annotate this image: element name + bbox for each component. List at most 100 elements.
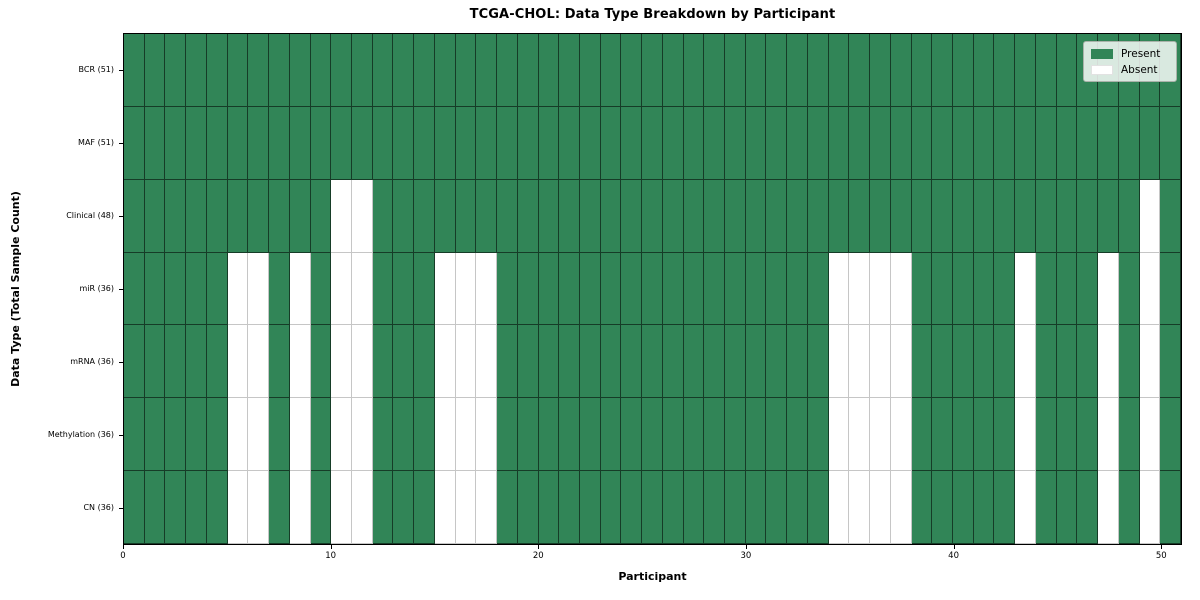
heatmap-cell xyxy=(579,179,601,253)
heatmap-cell xyxy=(600,179,622,253)
y-tick-mark xyxy=(119,362,123,364)
heatmap-cell xyxy=(579,252,601,326)
heatmap-cell xyxy=(787,252,808,326)
heatmap-cell xyxy=(434,252,456,326)
heatmap-cell xyxy=(497,252,518,326)
heatmap-cell xyxy=(372,106,394,180)
heatmap-cell xyxy=(1056,34,1078,107)
heatmap-cell xyxy=(227,179,249,253)
heatmap-cell xyxy=(124,252,145,326)
heatmap-cell xyxy=(787,106,808,180)
heatmap-cell xyxy=(994,179,1016,253)
heatmap-cell xyxy=(828,179,850,253)
heatmap-cell xyxy=(1015,106,1036,180)
heatmap-cell xyxy=(372,398,394,472)
heatmap-cell xyxy=(683,471,705,544)
heatmap-cell xyxy=(973,34,995,107)
heatmap-cell xyxy=(600,252,622,326)
heatmap-cell xyxy=(849,252,871,326)
heatmap-cell xyxy=(828,471,850,544)
heatmap-cell xyxy=(165,471,187,544)
heatmap-cell xyxy=(662,398,684,472)
heatmap-cell xyxy=(621,106,643,180)
heatmap-cell xyxy=(745,252,767,326)
heatmap-cell xyxy=(310,398,332,472)
heatmap-cell xyxy=(642,252,663,326)
x-tick-label: 50 xyxy=(1155,551,1167,561)
heatmap-cell xyxy=(186,34,207,107)
heatmap-cell xyxy=(414,471,435,544)
heatmap-cell xyxy=(621,471,643,544)
heatmap-cell xyxy=(1118,106,1140,180)
heatmap-cell xyxy=(289,252,311,326)
heatmap-cell xyxy=(579,34,601,107)
heatmap-cell xyxy=(393,106,415,180)
heatmap-cell xyxy=(1160,106,1181,180)
heatmap-cell xyxy=(414,325,435,399)
heatmap-cell xyxy=(434,325,456,399)
heatmap-cell xyxy=(269,252,290,326)
y-tick-mark xyxy=(119,215,123,217)
heatmap-cell xyxy=(310,179,332,253)
legend-entry-absent: Absent xyxy=(1091,64,1176,76)
heatmap-cell xyxy=(559,106,580,180)
heatmap-cell xyxy=(517,34,539,107)
heatmap-cell xyxy=(372,471,394,544)
heatmap-cell xyxy=(455,106,477,180)
heatmap-cell xyxy=(1035,252,1057,326)
heatmap-cell xyxy=(704,106,726,180)
heatmap-cell xyxy=(393,34,415,107)
heatmap-cell xyxy=(1077,471,1099,544)
heatmap-cell xyxy=(683,398,705,472)
heatmap-cell xyxy=(497,471,518,544)
heatmap-cell xyxy=(683,179,705,253)
heatmap-cell xyxy=(849,471,871,544)
heatmap-cell xyxy=(248,106,270,180)
heatmap-cell xyxy=(559,34,580,107)
heatmap-cell xyxy=(455,471,477,544)
heatmap-cell xyxy=(559,325,580,399)
heatmap-cell xyxy=(994,471,1016,544)
heatmap-cell xyxy=(911,398,933,472)
legend-swatch-absent xyxy=(1091,64,1113,75)
heatmap-cell xyxy=(144,325,166,399)
heatmap-cell xyxy=(538,398,560,472)
heatmap-cell xyxy=(745,398,767,472)
x-tick-mark xyxy=(123,545,124,549)
heatmap-cell xyxy=(289,179,311,253)
legend: Present Absent xyxy=(1083,41,1177,82)
heatmap-cell xyxy=(725,34,746,107)
heatmap-cell xyxy=(476,471,498,544)
heatmap-cell xyxy=(517,398,539,472)
heatmap-cell xyxy=(953,179,974,253)
heatmap-cell xyxy=(766,471,788,544)
heatmap-cell xyxy=(289,34,311,107)
heatmap-cell xyxy=(351,179,373,253)
heatmap-cell xyxy=(559,471,580,544)
heatmap-cell xyxy=(725,252,746,326)
heatmap-cell xyxy=(165,106,187,180)
heatmap-cell xyxy=(994,34,1016,107)
heatmap-cell xyxy=(497,398,518,472)
heatmap-cell xyxy=(849,398,871,472)
heatmap-cell xyxy=(124,325,145,399)
heatmap-cell xyxy=(248,325,270,399)
heatmap-cell xyxy=(766,252,788,326)
heatmap-cell xyxy=(642,398,663,472)
heatmap-cell xyxy=(953,34,974,107)
heatmap-cell xyxy=(1077,398,1099,472)
heatmap-cell xyxy=(704,34,726,107)
heatmap-cell xyxy=(165,34,187,107)
heatmap-cell xyxy=(497,106,518,180)
heatmap-cell xyxy=(725,325,746,399)
heatmap-grid xyxy=(124,34,1181,544)
heatmap-cell xyxy=(704,252,726,326)
heatmap-cell xyxy=(849,34,871,107)
heatmap-cell xyxy=(953,398,974,472)
heatmap-cell xyxy=(870,325,891,399)
heatmap-cell xyxy=(911,34,933,107)
heatmap-cell xyxy=(849,325,871,399)
y-tick-mark xyxy=(119,435,123,437)
heatmap-cell xyxy=(351,34,373,107)
heatmap-cell xyxy=(372,252,394,326)
